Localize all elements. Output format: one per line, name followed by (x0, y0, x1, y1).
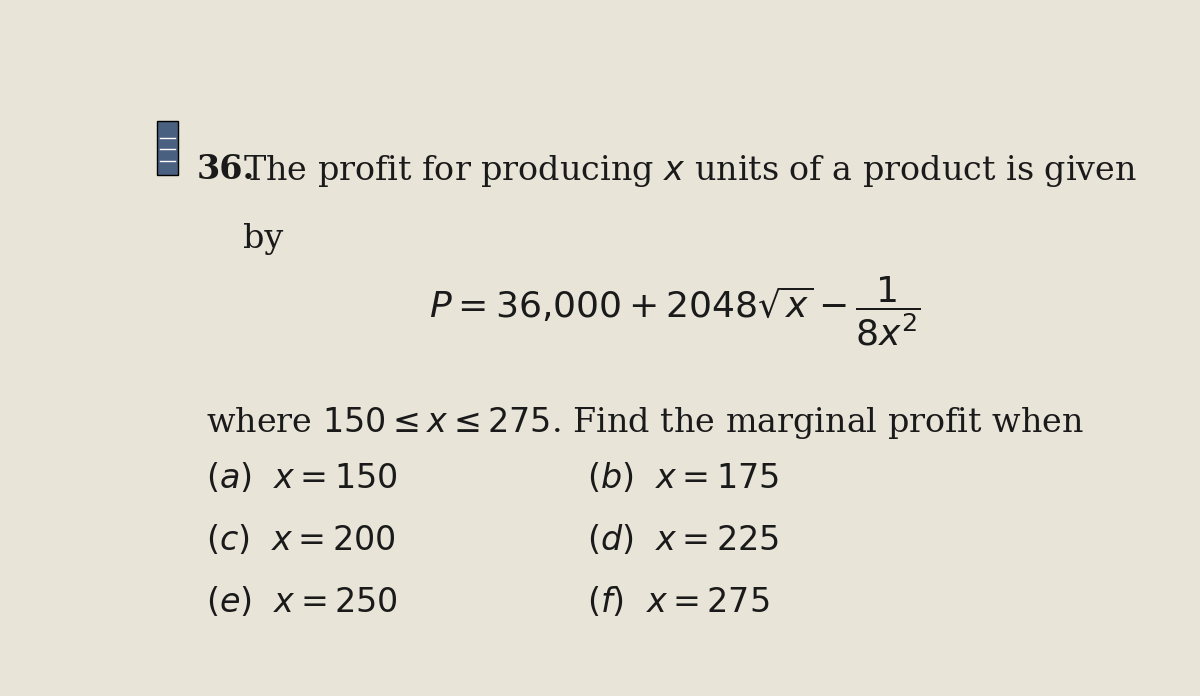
Text: The profit for producing $x$ units of a product is given: The profit for producing $x$ units of a … (242, 153, 1136, 189)
Text: $(d)$  $x = 225$: $(d)$ $x = 225$ (587, 523, 779, 557)
Text: $(c)$  $x = 200$: $(c)$ $x = 200$ (206, 523, 396, 557)
Text: $(a)$  $x = 150$: $(a)$ $x = 150$ (206, 461, 397, 496)
Text: where $150 \leq x \leq 275$. Find the marginal profit when: where $150 \leq x \leq 275$. Find the ma… (206, 405, 1084, 441)
Text: $(e)$  $x = 250$: $(e)$ $x = 250$ (206, 585, 397, 619)
FancyBboxPatch shape (157, 121, 178, 175)
Text: $(b)$  $x = 175$: $(b)$ $x = 175$ (587, 461, 779, 496)
Text: $P = 36{,}000 + 2048\sqrt{x} - \dfrac{1}{8x^2}$: $P = 36{,}000 + 2048\sqrt{x} - \dfrac{1}… (430, 274, 920, 348)
Text: $(f)$  $x = 275$: $(f)$ $x = 275$ (587, 585, 769, 619)
Text: by: by (242, 223, 283, 255)
Text: 36.: 36. (197, 153, 254, 187)
